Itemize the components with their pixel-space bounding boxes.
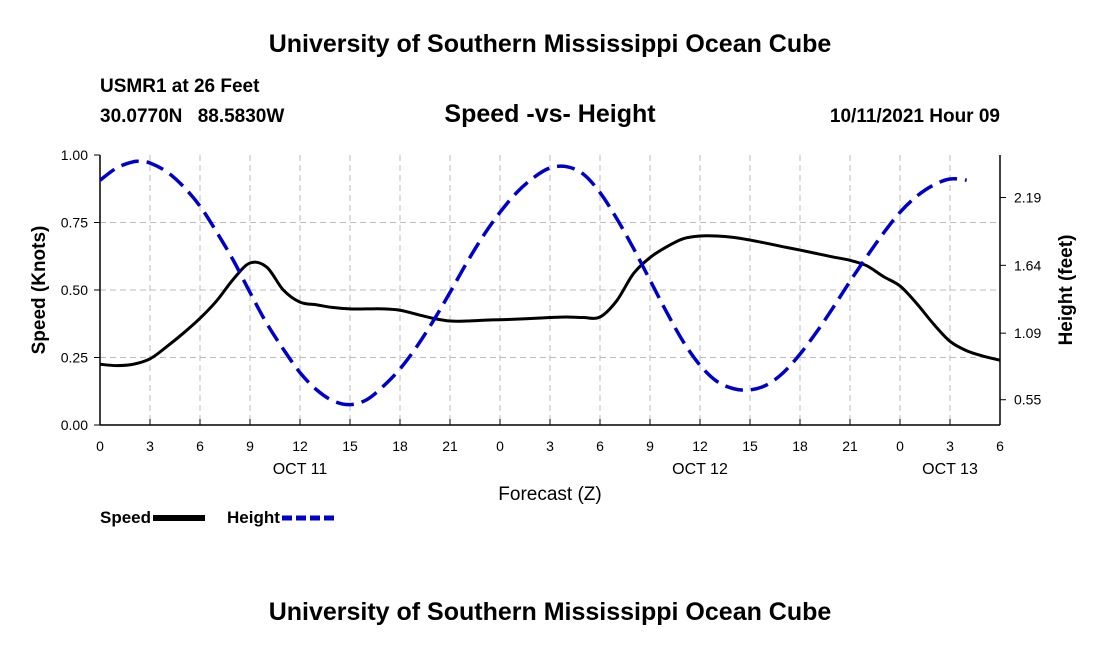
x-tick-label: 3 [546,438,554,454]
x-tick-label: 6 [996,438,1004,454]
legend-height-label: Height [227,508,280,527]
legend-item-height: Height [227,508,336,528]
x-tick-label: 18 [392,438,408,454]
y-tick-label: 0.75 [61,215,88,231]
x-tick-label: 9 [246,438,254,454]
y-tick-label: 0.00 [61,417,88,433]
coordinates: 30.0770N 88.5830W [100,106,294,128]
x-tick-label: 0 [496,438,504,454]
y2-axis-title: Height (feet) [1056,235,1077,346]
series-line-height [98,159,967,407]
y-axis-title: Speed (Knots) [29,226,50,355]
x-tick-label: 12 [292,438,308,454]
x-tick-label: 21 [442,438,458,454]
y2-tick-label: 1.09 [1014,325,1041,341]
x-tick-label: 0 [96,438,104,454]
legend-speed-label: Speed [100,508,152,527]
y2-tick-label: 0.55 [1014,392,1041,408]
y-tick-label: 1.00 [61,147,88,163]
latitude: 30.0770N [100,106,183,127]
x-tick-label: 15 [342,438,358,454]
legend-speed-swatch [153,515,206,521]
y-tick-label: 0.25 [61,350,88,366]
series-line-speed [99,234,1001,368]
x-tick-label: 9 [646,438,654,454]
x-tick-label: 15 [742,438,758,454]
footer-title: University of Southern Mississippi Ocean… [268,598,832,626]
chart-title: University of Southern Mississippi Ocean… [268,30,832,58]
x-day-label: OCT 11 [273,461,328,478]
x-tick-label: 0 [896,438,904,454]
x-tick-label: 3 [146,438,154,454]
chart-legend: Speed Height [100,508,356,528]
longitude: 88.5830W [197,106,285,127]
x-tick-label: 3 [946,438,954,454]
x-day-label: OCT 12 [672,461,728,478]
chart-subtitle: Speed -vs- Height [444,100,656,128]
x-day-label: OCT 13 [922,461,978,478]
x-tick-label: 6 [596,438,604,454]
y2-tick-label: 2.19 [1014,190,1041,206]
y2-tick-label: 1.64 [1014,257,1041,273]
y-tick-label: 0.50 [61,282,88,298]
station-label: USMR1 at 26 Feet [100,76,260,97]
legend-height-swatch [281,515,334,521]
forecast-datetime: 10/11/2021 Hour 09 [829,106,1000,127]
x-tick-label: 18 [792,438,808,454]
x-tick-label: 6 [196,438,204,454]
legend-item-speed: Speed [100,508,207,528]
x-axis-title: Forecast (Z) [498,484,601,505]
x-tick-label: 21 [842,438,858,454]
x-tick-label: 12 [692,438,708,454]
